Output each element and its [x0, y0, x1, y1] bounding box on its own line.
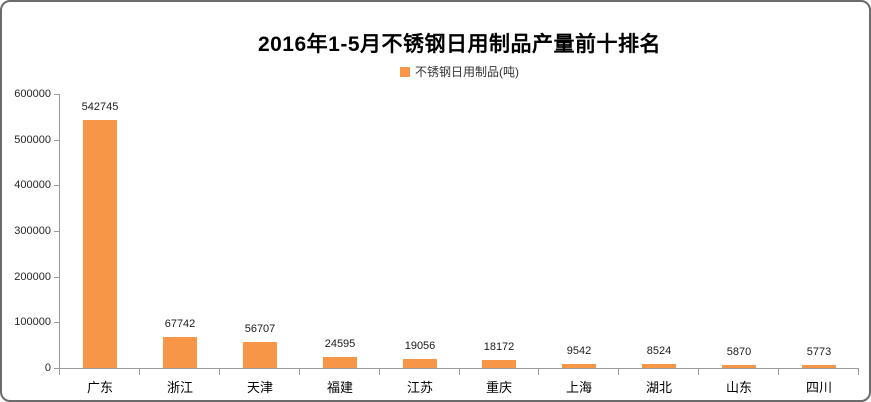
y-axis-tick-label: 400000	[14, 179, 51, 192]
x-axis-category-label: 重庆	[485, 380, 512, 395]
bar-value-label: 8524	[646, 345, 672, 357]
x-axis-tick	[458, 369, 460, 375]
x-axis-tick	[618, 369, 620, 375]
x-axis-category-label: 福建	[326, 380, 353, 395]
x-axis-category-label: 江苏	[406, 380, 433, 395]
y-axis-tick	[54, 322, 60, 324]
y-axis-tick	[54, 185, 60, 187]
y-axis-tick-label: 300000	[14, 225, 51, 237]
x-axis-category-label: 四川	[805, 380, 832, 395]
y-axis-tick	[54, 231, 60, 232]
y-axis-tick	[54, 368, 60, 369]
x-axis-category-label: 湖北	[645, 380, 672, 395]
bar-value-label: 56707	[244, 323, 276, 335]
bar-value-label: 24595	[324, 338, 356, 350]
x-axis-category-label: 上海	[565, 380, 592, 395]
y-axis-tick-label: 600000	[14, 88, 51, 100]
y-axis-tick	[54, 139, 60, 141]
bar-value-label: 67742	[164, 318, 196, 330]
x-axis-category-label: 浙江	[166, 380, 193, 395]
legend: 不锈钢日用制品(吨)	[60, 63, 859, 80]
x-axis-tick	[698, 369, 700, 375]
x-axis-tick	[858, 369, 859, 375]
y-axis-line	[59, 95, 60, 369]
x-axis-tick	[218, 369, 220, 375]
x-axis-tick	[778, 369, 780, 375]
x-axis-category-label: 广东	[86, 380, 113, 395]
bar	[83, 120, 117, 368]
x-axis-category-label: 山东	[725, 380, 752, 395]
bar-value-label: 5870	[726, 346, 752, 358]
y-axis-tick-label: 100000	[14, 316, 51, 329]
bar-value-label: 5773	[806, 346, 832, 358]
x-axis-tick	[138, 369, 140, 375]
y-axis-tick	[54, 276, 60, 278]
bar	[403, 359, 437, 368]
bar-value-label: 9542	[566, 345, 592, 357]
bar	[243, 342, 277, 368]
x-axis-tick	[298, 369, 300, 375]
y-axis-tick	[54, 94, 60, 95]
bar	[562, 364, 596, 368]
legend-label: 不锈钢日用制品(吨)	[415, 65, 519, 79]
bar	[163, 337, 197, 368]
y-axis-tick-label: 500000	[14, 133, 51, 146]
legend-swatch-icon	[400, 66, 410, 77]
y-axis-tick-label: 200000	[14, 270, 51, 283]
x-axis-tick	[59, 369, 60, 375]
y-axis-tick-label: 0	[44, 362, 51, 374]
x-axis-line	[60, 368, 859, 369]
chart-title: 2016年1-5月不锈钢日用制品产量前十排名	[257, 33, 662, 56]
bar-value-label: 18172	[483, 341, 515, 353]
bar	[722, 365, 756, 368]
bar	[642, 364, 676, 368]
bar-value-label: 19056	[404, 340, 436, 352]
x-axis-tick	[538, 369, 540, 375]
x-axis-category-label: 天津	[246, 380, 273, 395]
bar	[323, 357, 357, 368]
bar	[802, 365, 836, 368]
x-axis-tick	[378, 369, 380, 375]
bar	[482, 360, 516, 368]
bar-value-label: 542745	[81, 101, 119, 113]
